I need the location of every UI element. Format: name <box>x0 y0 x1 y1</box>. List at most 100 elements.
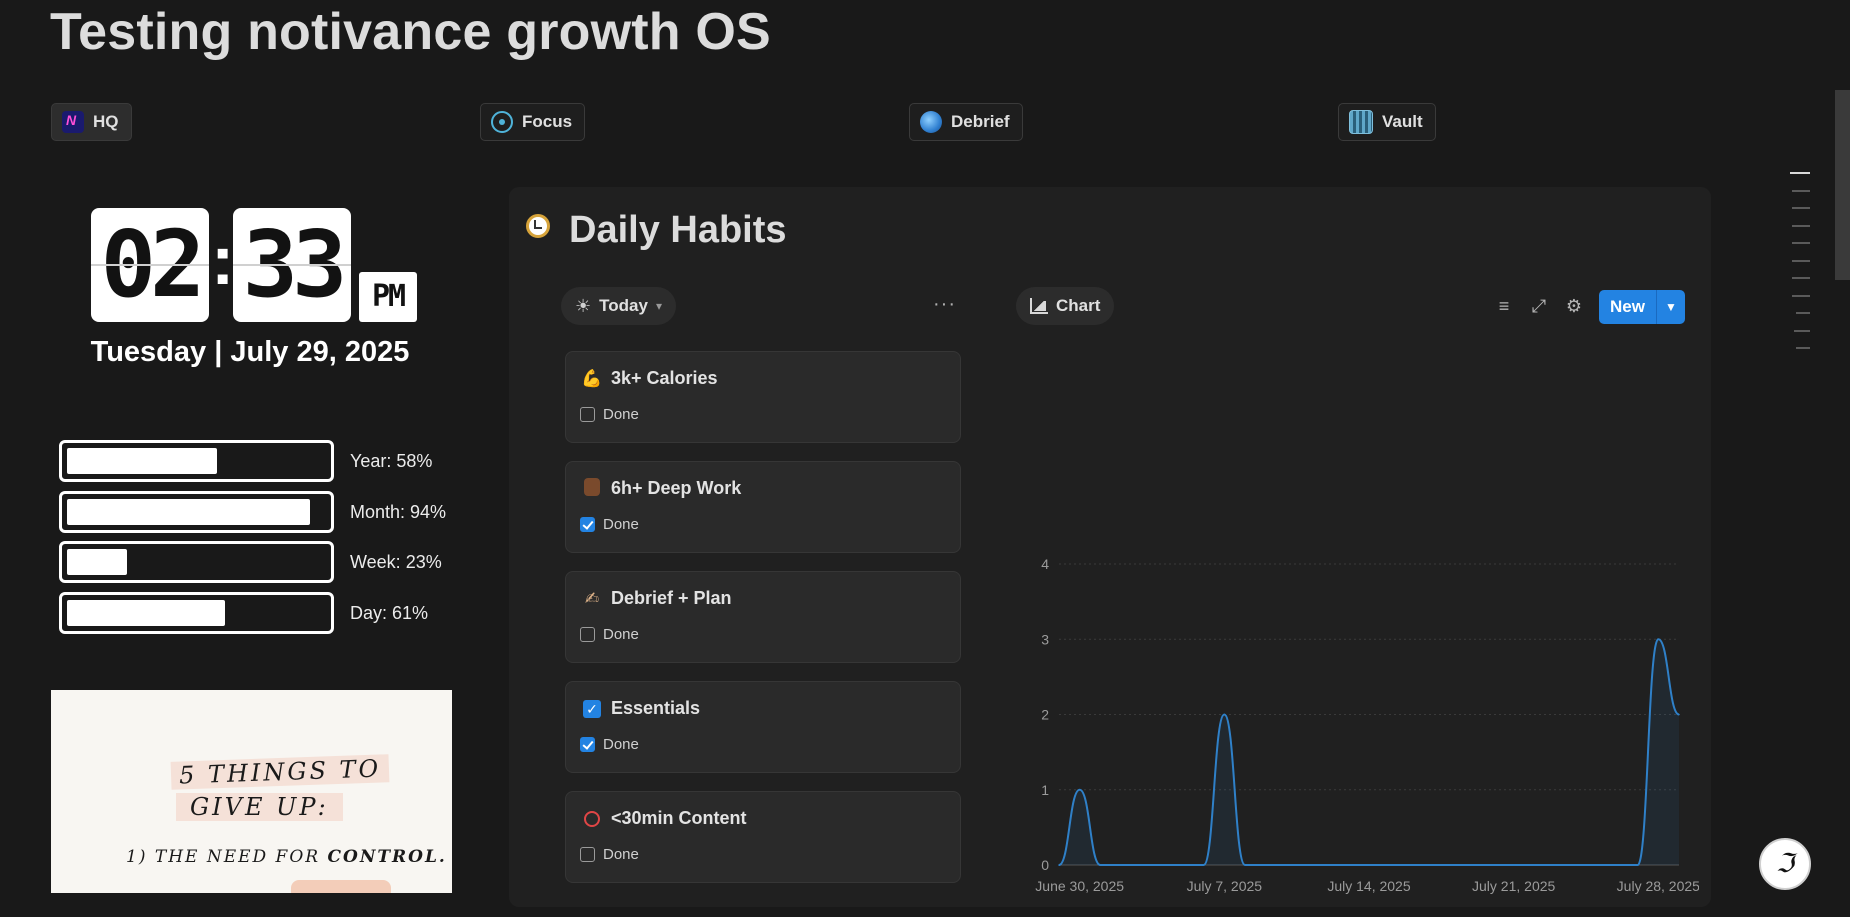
nav-vault-label: Vault <box>1382 112 1423 131</box>
outline-item[interactable] <box>1792 189 1810 192</box>
habit-card[interactable]: 💪 3k+ Calories Done <box>565 351 961 443</box>
progress-fill <box>67 549 127 575</box>
nav-focus-button[interactable]: Focus <box>480 103 586 141</box>
progress-bar <box>59 491 334 533</box>
data-point <box>1161 864 1164 866</box>
clock-hours: 02 <box>91 208 209 322</box>
new-button-divider <box>1656 290 1657 324</box>
done-label: Done <box>603 626 639 643</box>
outline-item[interactable] <box>1792 259 1810 262</box>
chart-icon <box>1030 298 1048 314</box>
page-outline[interactable] <box>1788 172 1810 365</box>
y-tick-label: 3 <box>1041 631 1049 647</box>
data-point <box>1347 864 1350 866</box>
done-checkbox[interactable] <box>580 517 595 532</box>
done-label: Done <box>603 736 639 753</box>
done-checkbox[interactable] <box>580 737 595 752</box>
current-date: Tuesday | July 29, 2025 <box>90 336 410 368</box>
writing-hand-icon: ✍ <box>584 589 600 608</box>
outline-item[interactable] <box>1796 312 1810 314</box>
data-point <box>1471 864 1474 866</box>
data-point <box>1099 864 1102 866</box>
habit-name: <30min Content <box>611 808 747 828</box>
progress-bar <box>59 592 334 634</box>
expand-icon[interactable]: ⤢ <box>1531 296 1547 316</box>
progress-fill <box>67 448 217 474</box>
outline-item[interactable] <box>1794 329 1810 332</box>
nav-focus-label: Focus <box>522 112 573 131</box>
data-point <box>1388 864 1391 866</box>
page-scrollbar[interactable] <box>1835 90 1850 280</box>
habit-name: 3k+ Calories <box>611 368 718 388</box>
quote-line-2: GIVE UP: <box>176 793 343 821</box>
outline-item[interactable] <box>1792 207 1810 209</box>
data-point <box>1409 864 1412 866</box>
done-label: Done <box>603 846 639 863</box>
new-button-label: New <box>1610 297 1645 316</box>
habit-card[interactable]: 6h+ Deep Work Done <box>565 461 961 553</box>
clock-ampm: PM <box>359 272 417 322</box>
progress-label: Year: 58% <box>350 451 433 471</box>
quote-line-3: 1) THE NEED FOR CONTROL. <box>126 847 447 867</box>
data-point <box>1636 864 1639 866</box>
outline-item[interactable] <box>1792 224 1810 227</box>
outline-item[interactable] <box>1792 277 1810 279</box>
settings-sliders-icon[interactable]: ⚙ <box>1565 296 1583 316</box>
magnifier-icon <box>920 111 942 133</box>
vault-icon <box>1349 110 1373 134</box>
outline-item[interactable] <box>1792 242 1810 244</box>
data-point <box>1264 864 1267 866</box>
data-point <box>1140 864 1143 866</box>
target-icon <box>491 111 513 133</box>
progress-fill <box>67 499 310 525</box>
sun-icon: ☀ <box>575 295 592 316</box>
nav-hq-label: HQ <box>93 112 119 131</box>
quote-line-1: 5 THINGS TO <box>170 754 390 790</box>
data-point <box>1078 788 1081 791</box>
nav-debrief-button[interactable]: Debrief <box>909 103 1023 141</box>
more-options-icon[interactable]: ··· <box>933 293 956 315</box>
panel-title: Daily Habits <box>569 209 787 251</box>
habit-card[interactable]: ✍ Debrief + Plan Done <box>565 571 961 663</box>
outline-item[interactable] <box>1790 172 1810 174</box>
habit-card[interactable]: ✓ Essentials Done <box>565 681 961 773</box>
help-assistant-icon[interactable]: ℑ <box>1759 838 1811 890</box>
filter-icon[interactable]: ≡ <box>1498 296 1510 316</box>
chevron-down-icon[interactable]: ▼ <box>1665 300 1677 314</box>
quote-line-3a: 1) THE NEED FOR <box>126 847 321 867</box>
done-checkbox[interactable] <box>580 407 595 422</box>
data-point <box>1678 713 1680 716</box>
progress-bar <box>59 440 334 482</box>
quote-image: 5 THINGS TO GIVE UP: 1) THE NEED FOR CON… <box>51 690 452 893</box>
outline-item[interactable] <box>1796 347 1810 349</box>
nav-vault-button[interactable]: Vault <box>1338 103 1436 141</box>
y-tick-label: 1 <box>1041 782 1049 798</box>
habit-name: Essentials <box>611 698 701 718</box>
checkbox-icon: ✓ <box>583 700 601 718</box>
nav-hq-button[interactable]: HQ <box>51 103 132 141</box>
data-point <box>1616 864 1618 866</box>
x-tick-label: July 28, 2025 <box>1617 878 1699 894</box>
outline-item[interactable] <box>1792 294 1810 297</box>
today-view-button[interactable]: ☀ Today ▾ <box>561 287 676 325</box>
y-tick-label: 2 <box>1041 707 1049 723</box>
notivance-logo-icon <box>62 111 84 133</box>
data-point <box>1223 713 1226 716</box>
data-point <box>1326 864 1329 866</box>
progress-fill <box>67 600 225 626</box>
muscle-icon: 💪 <box>581 369 603 388</box>
data-point <box>1368 864 1370 866</box>
done-label: Done <box>603 516 639 533</box>
today-view-label: Today <box>599 296 648 315</box>
chart-view-button[interactable]: Chart <box>1016 287 1115 325</box>
done-label: Done <box>603 406 639 423</box>
nav-debrief-label: Debrief <box>951 112 1010 131</box>
data-point <box>1595 864 1598 866</box>
done-checkbox[interactable] <box>580 847 595 862</box>
data-point <box>1554 864 1556 866</box>
progress-label: Month: 94% <box>350 502 447 522</box>
done-checkbox[interactable] <box>580 627 595 642</box>
quote-highlight <box>291 880 391 893</box>
new-button[interactable]: New ▼ <box>1599 290 1685 324</box>
habit-card[interactable]: <30min Content Done <box>565 791 961 883</box>
